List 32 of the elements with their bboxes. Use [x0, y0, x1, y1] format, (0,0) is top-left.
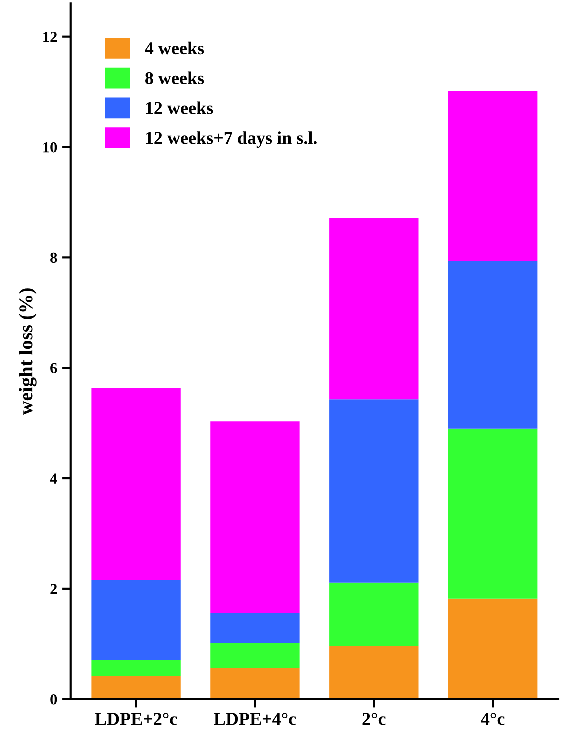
bar [330, 400, 419, 583]
y-tick-label: 0 [50, 694, 58, 705]
x-tick-label: 4°c [481, 713, 505, 726]
bar [210, 422, 300, 614]
bar [330, 582, 419, 646]
y-tick-label: 2 [50, 584, 58, 594]
bar [330, 646, 419, 700]
bar [448, 598, 538, 700]
legend-label: 12 weeks [146, 102, 214, 114]
x-tick-label: LDPE+2°c [95, 713, 178, 726]
legend-label: 12 weeks+7 days in s.l. [146, 132, 317, 148]
bar [210, 668, 300, 700]
bar [92, 388, 181, 580]
y-tick-label: 4 [50, 474, 58, 484]
bar [448, 90, 538, 262]
y-tick-label: 8 [50, 252, 58, 264]
bar [330, 218, 419, 400]
bar [210, 643, 300, 668]
y-tick-label: 6 [50, 363, 58, 374]
bar [448, 428, 538, 599]
y-axis-title: weight loss (%) [19, 288, 37, 416]
bar [92, 676, 181, 700]
bar [210, 613, 300, 644]
bar [92, 580, 181, 660]
legend-label: 4 weeks [145, 42, 204, 55]
legend-label: 8 weeks [146, 72, 204, 85]
x-tick-label: 2°c [362, 713, 386, 726]
bar [92, 660, 181, 676]
x-tick-label: LDPE+4°c [214, 713, 296, 726]
y-tick-label: 12 [44, 32, 58, 42]
y-tick-label: 10 [44, 142, 58, 153]
bar [448, 262, 538, 429]
